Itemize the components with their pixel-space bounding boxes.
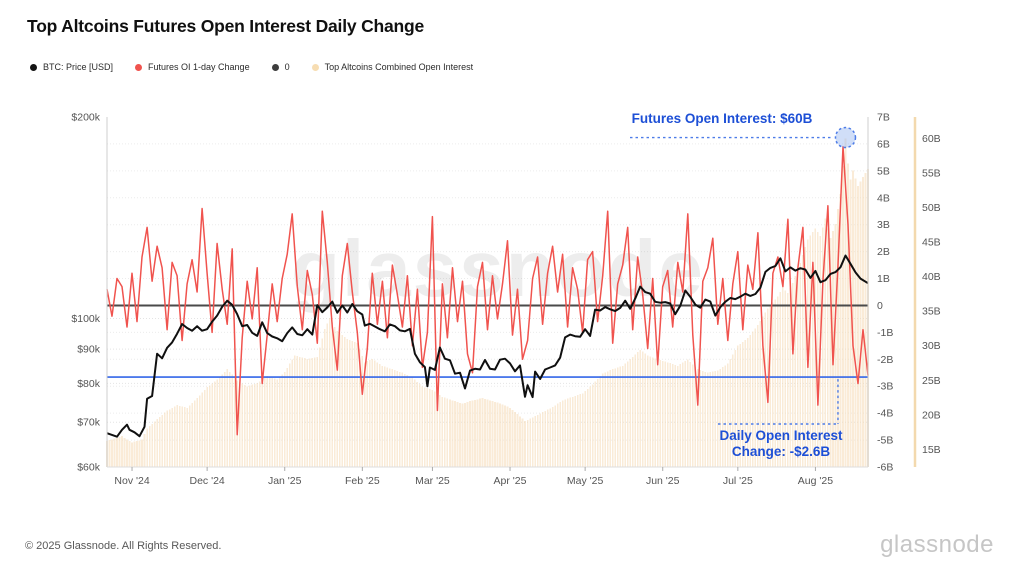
oi-tick-label: 25B <box>922 375 941 387</box>
price-tick-label: $60k <box>77 462 101 474</box>
change-tick-label: 1B <box>877 273 890 285</box>
change-tick-label: 5B <box>877 165 890 177</box>
oi-tick-label: 45B <box>922 237 941 249</box>
change-tick-label: 4B <box>877 192 890 204</box>
oi-change-line <box>106 145 869 436</box>
futures-oi-annotation: Futures Open Interest: $60B <box>631 111 813 126</box>
price-tick-label: $90k <box>77 344 101 356</box>
oi-tick-label: 35B <box>922 306 941 318</box>
glassnode-logo: glassnode <box>880 531 994 558</box>
legend-item-label: Futures OI 1-day Change <box>148 62 250 72</box>
change-tick-label: -4B <box>877 408 893 420</box>
legend-item-label: Top Altcoins Combined Open Interest <box>324 62 474 72</box>
price-tick-label: $70k <box>77 417 101 429</box>
change-tick-label: -5B <box>877 435 893 447</box>
x-tick-label: Aug '25 <box>798 475 833 487</box>
change-tick-label: 6B <box>877 138 890 150</box>
daily-change-annotation-line1: Daily Open Interest <box>719 428 843 443</box>
change-tick-label: 7B <box>877 112 890 124</box>
legend-item-2[interactable]: 0 <box>271 62 290 72</box>
price-tick-label: $80k <box>77 378 101 390</box>
x-tick-label: Mar '25 <box>415 475 450 487</box>
futures-oi-annotation-circle <box>834 126 857 149</box>
legend-item-1[interactable]: Futures OI 1-day Change <box>135 62 250 72</box>
change-tick-label: -2B <box>877 354 893 366</box>
x-tick-label: Nov '24 <box>114 475 149 487</box>
oi-tick-label: 60B <box>922 133 941 145</box>
legend-item-3[interactable]: Top Altcoins Combined Open Interest <box>311 62 474 72</box>
copyright-text: © 2025 Glassnode. All Rights Reserved. <box>25 540 222 552</box>
legend-item-label: 0 <box>284 62 290 72</box>
x-tick-label: Apr '25 <box>494 475 527 487</box>
oi-tick-label: 40B <box>922 271 941 283</box>
plot-area[interactable] <box>107 117 868 467</box>
x-tick-label: May '25 <box>567 475 604 487</box>
legend-dot-icon <box>30 63 37 71</box>
btc-price-line <box>106 254 869 438</box>
change-tick-label: -1B <box>877 327 893 339</box>
price-tick-label: $200k <box>71 112 100 124</box>
page-title: Top Altcoins Futures Open Interest Daily… <box>27 16 425 36</box>
chart-legend: BTC: Price [USD] Futures OI 1-day Change 0… <box>30 62 473 72</box>
change-tick-label: 3B <box>877 219 890 231</box>
oi-tick-label: 20B <box>922 409 941 421</box>
x-tick-label: Jun '25 <box>646 475 680 487</box>
oi-tick-label: 15B <box>922 444 941 456</box>
legend-item-0[interactable]: BTC: Price [USD] <box>30 62 113 72</box>
price-tick-label: $100k <box>71 313 100 325</box>
change-tick-label: -3B <box>877 381 893 393</box>
change-tick-label: -6B <box>877 462 893 474</box>
oi-tick-label: 55B <box>922 168 941 180</box>
oi-tick-label: 50B <box>922 202 941 214</box>
legend-item-label: BTC: Price [USD] <box>43 62 114 72</box>
daily-change-annotation: Daily Open Interest Change: -$2.6B <box>681 428 881 460</box>
daily-change-annotation-line2: Change: -$2.6B <box>731 443 831 459</box>
x-tick-label: Jan '25 <box>268 475 302 487</box>
oi-tick-label: 30B <box>922 340 941 352</box>
legend-dot-icon <box>271 63 279 71</box>
change-tick-label: 2B <box>877 246 890 258</box>
change-tick-label: 0 <box>877 300 883 312</box>
x-tick-label: Jul '25 <box>723 475 753 487</box>
legend-dot-icon <box>311 63 319 71</box>
x-tick-label: Feb '25 <box>345 475 380 487</box>
legend-dot-icon <box>135 63 143 71</box>
x-tick-label: Dec '24 <box>189 475 224 487</box>
